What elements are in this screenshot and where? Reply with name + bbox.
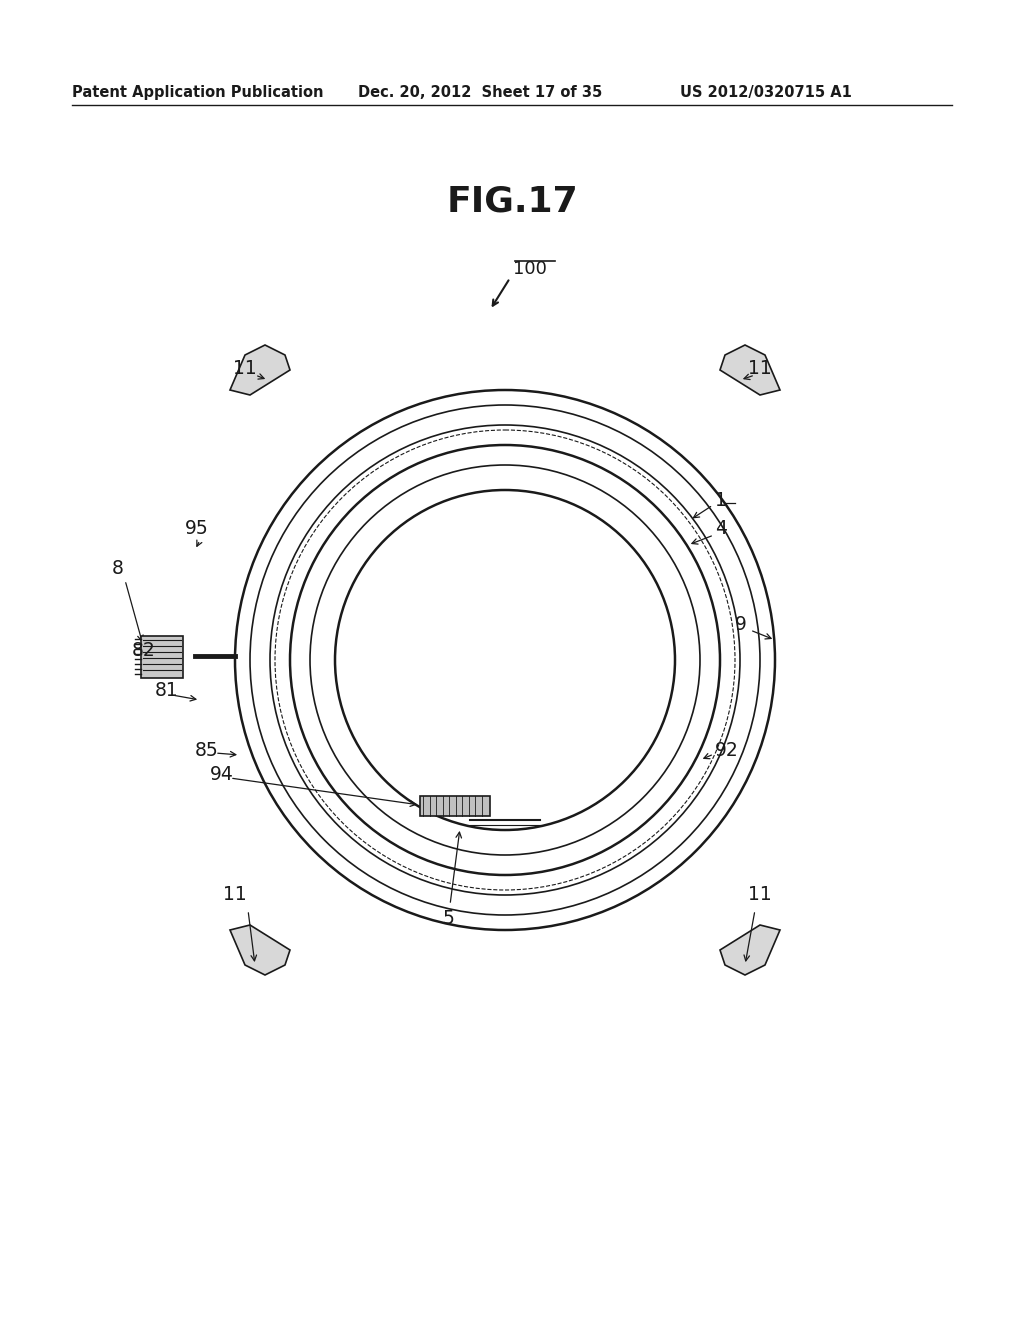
Ellipse shape (335, 490, 675, 830)
Ellipse shape (234, 389, 775, 931)
Text: 85: 85 (195, 741, 219, 759)
Text: 11: 11 (223, 886, 247, 904)
FancyBboxPatch shape (141, 636, 183, 678)
Text: 8: 8 (112, 558, 124, 578)
Text: 9: 9 (735, 615, 746, 635)
Text: 1: 1 (715, 491, 727, 510)
Text: Patent Application Publication: Patent Application Publication (72, 84, 324, 100)
Text: 100: 100 (513, 260, 547, 279)
Polygon shape (720, 345, 780, 395)
Polygon shape (230, 345, 290, 395)
Text: US 2012/0320715 A1: US 2012/0320715 A1 (680, 84, 852, 100)
Text: 81: 81 (155, 681, 179, 700)
Polygon shape (230, 925, 290, 975)
Text: 11: 11 (749, 359, 772, 378)
Text: 95: 95 (185, 519, 209, 537)
Text: Dec. 20, 2012  Sheet 17 of 35: Dec. 20, 2012 Sheet 17 of 35 (358, 84, 602, 100)
Text: 4: 4 (715, 519, 727, 537)
Text: 92: 92 (715, 741, 738, 759)
Text: 82: 82 (132, 640, 156, 660)
Text: 94: 94 (210, 766, 233, 784)
Polygon shape (720, 925, 780, 975)
Text: 11: 11 (233, 359, 257, 378)
Text: 11: 11 (749, 886, 772, 904)
Text: FIG.17: FIG.17 (446, 185, 578, 219)
Text: 5: 5 (442, 908, 454, 928)
FancyBboxPatch shape (420, 796, 490, 816)
